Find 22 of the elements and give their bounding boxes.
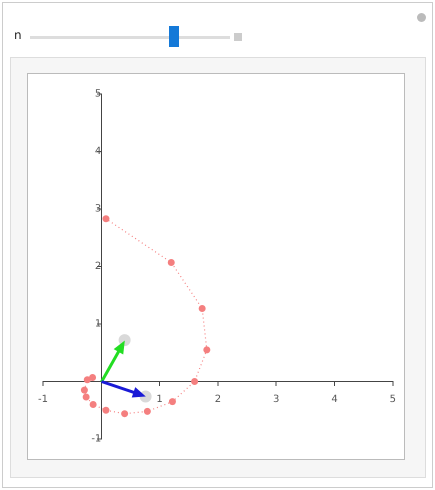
x-tick-label: 5 <box>390 394 396 406</box>
x-tick-label: 2 <box>214 394 222 406</box>
y-tick-label: -1 <box>91 434 102 445</box>
x-tick-label: 1 <box>156 394 163 406</box>
point <box>84 376 91 384</box>
point <box>198 304 206 312</box>
x-tick-label: 3 <box>273 394 280 406</box>
point <box>82 394 90 401</box>
point <box>203 346 210 354</box>
point <box>89 374 96 381</box>
x-tick-label: 4 <box>331 394 338 406</box>
point <box>102 406 110 414</box>
text: n <box>14 28 22 42</box>
point <box>102 215 110 222</box>
point <box>80 386 88 394</box>
point <box>168 258 175 266</box>
x-tick-label: -1 <box>38 394 48 406</box>
point <box>121 410 128 418</box>
point <box>90 401 97 408</box>
point <box>191 378 198 385</box>
point <box>144 408 151 415</box>
point <box>168 398 176 406</box>
